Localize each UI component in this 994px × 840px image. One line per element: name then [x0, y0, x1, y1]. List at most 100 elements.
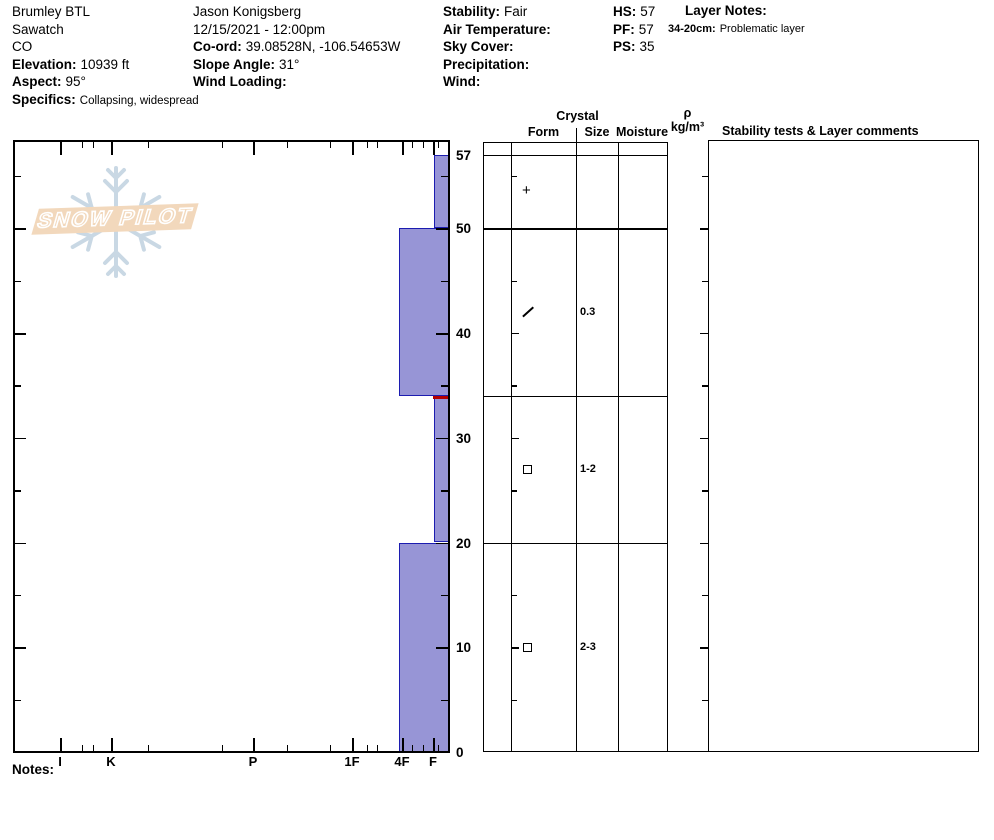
observer-name: Jason Konigsberg	[193, 4, 302, 19]
table-depth-tick	[511, 333, 519, 335]
plot-border-top	[13, 140, 450, 142]
table-layer-boundary-line	[483, 155, 667, 157]
x-axis-tick	[433, 141, 435, 155]
x-axis-tick	[352, 738, 354, 752]
crystal-group-header: Crystal	[556, 109, 599, 123]
x-axis-minor-tick	[222, 141, 224, 148]
y-axis-label: 30	[456, 430, 472, 446]
observation-datetime: 12/15/2021 - 12:00pm	[193, 21, 326, 37]
y-axis-minor-tick	[441, 280, 448, 283]
x-axis-minor-tick	[377, 141, 379, 148]
y-axis-minor-tick	[441, 490, 448, 492]
pit-name: Brumley BTL	[12, 4, 91, 19]
header-conditions-column: Stability: Fair Air Temperature: Sky Cove…	[443, 3, 555, 91]
sky-cover-row: Sky Cover:	[443, 39, 514, 54]
y-axis-tick	[436, 647, 448, 649]
x-axis-minor-tick	[438, 141, 440, 148]
x-axis-tick	[60, 738, 62, 752]
table-depth-tick	[702, 175, 708, 178]
table-depth-tick	[511, 647, 519, 649]
grain-size-value: 0.3	[580, 306, 596, 319]
plot-border-bottom	[13, 751, 450, 753]
table-depth-tick	[511, 228, 519, 230]
notes-label: Notes:	[12, 762, 55, 777]
grain-form-symbol-square	[523, 464, 532, 474]
grain-size-value: 1-2	[580, 463, 596, 476]
size-column-header: Size	[584, 125, 610, 139]
y-axis-label: 57	[456, 148, 472, 163]
density-symbol-header: ρ	[683, 106, 692, 120]
x-axis-minor-tick	[412, 745, 414, 752]
pf-row: PF: 57	[613, 21, 654, 37]
table-border-top	[483, 142, 667, 144]
x-axis-minor-tick	[412, 141, 414, 148]
moisture-column-header: Moisture	[615, 125, 669, 139]
y-axis-label: 0	[456, 745, 464, 760]
x-axis-minor-tick	[222, 745, 224, 752]
header-location-column: Brumley BTL Sawatch CO Elevation: 10939 f…	[12, 3, 199, 108]
table-gridline-vertical	[483, 142, 485, 752]
table-layer-boundary-line	[483, 395, 667, 398]
x-axis-minor-tick	[82, 745, 84, 752]
layer-notes-entry-text: Problematic layer	[719, 23, 805, 35]
x-axis-minor-tick	[423, 141, 425, 148]
density-unit-header: kg/m³	[670, 120, 705, 134]
header-depths-column: HS: 57 PF: 57 PS: 35	[613, 3, 655, 56]
plot-border-right	[448, 140, 450, 753]
y-axis-tick	[436, 437, 448, 440]
table-depth-tick	[511, 594, 517, 597]
table-gridline-vertical	[708, 140, 710, 752]
x-axis-tick	[433, 738, 435, 752]
table-depth-tick	[511, 280, 517, 283]
table-gridline-vertical	[978, 140, 980, 752]
y-axis-tick	[436, 228, 448, 230]
aspect-row: Aspect: 95°	[12, 74, 86, 89]
header-observer-column: Jason Konigsberg 12/15/2021 - 12:00pm Co…	[193, 3, 400, 91]
table-depth-tick	[700, 333, 708, 335]
table-depth-tick	[702, 280, 708, 283]
x-axis-minor-tick	[330, 745, 332, 752]
table-depth-tick	[700, 228, 708, 230]
table-depth-tick	[511, 490, 517, 492]
table-depth-tick	[702, 594, 708, 597]
table-border-bottom	[483, 751, 979, 753]
x-axis-minor-tick	[438, 745, 440, 752]
y-axis-minor-tick	[14, 490, 21, 492]
table-depth-tick	[511, 437, 519, 440]
state-name: CO	[12, 39, 33, 54]
y-axis-tick	[14, 228, 26, 230]
table-gridline-vertical	[618, 142, 620, 752]
y-axis-label: 10	[456, 640, 472, 656]
hs-row: HS: 57	[613, 4, 656, 19]
grain-form-symbol-plus: +	[522, 181, 531, 199]
y-axis-minor-tick	[14, 385, 21, 387]
x-axis-tick	[402, 141, 404, 155]
y-axis-minor-tick	[441, 699, 448, 702]
table-gridline-vertical	[667, 142, 669, 752]
table-depth-tick	[700, 647, 708, 649]
layer-notes-title: Layer Notes:	[685, 3, 767, 18]
wind-row: Wind:	[443, 74, 481, 89]
table-depth-tick	[700, 542, 708, 544]
range-name: Sawatch	[12, 21, 64, 37]
y-axis-minor-tick	[14, 594, 21, 597]
slope-angle-row: Slope Angle: 31°	[193, 56, 300, 72]
layer-notes-entry: 34-20cm: Problematic layer	[668, 23, 805, 35]
table-depth-tick	[702, 490, 708, 492]
x-axis-tick	[352, 141, 354, 155]
y-axis-minor-tick	[441, 594, 448, 597]
x-axis-minor-tick	[367, 141, 369, 148]
x-axis-minor-tick	[423, 745, 425, 752]
table-depth-tick	[511, 699, 517, 702]
grain-form-symbol-slash	[522, 306, 534, 318]
table-depth-tick	[511, 175, 517, 178]
elevation-row: Elevation: 10939 ft	[12, 56, 130, 72]
x-axis-tick	[111, 141, 113, 155]
snow-layer-bar	[399, 228, 449, 396]
y-axis-minor-tick	[14, 175, 21, 178]
grain-size-value: 2-3	[580, 641, 596, 654]
x-axis-minor-tick	[82, 141, 84, 148]
table-gridline-vertical	[511, 142, 513, 752]
problem-layer-line	[433, 396, 449, 400]
